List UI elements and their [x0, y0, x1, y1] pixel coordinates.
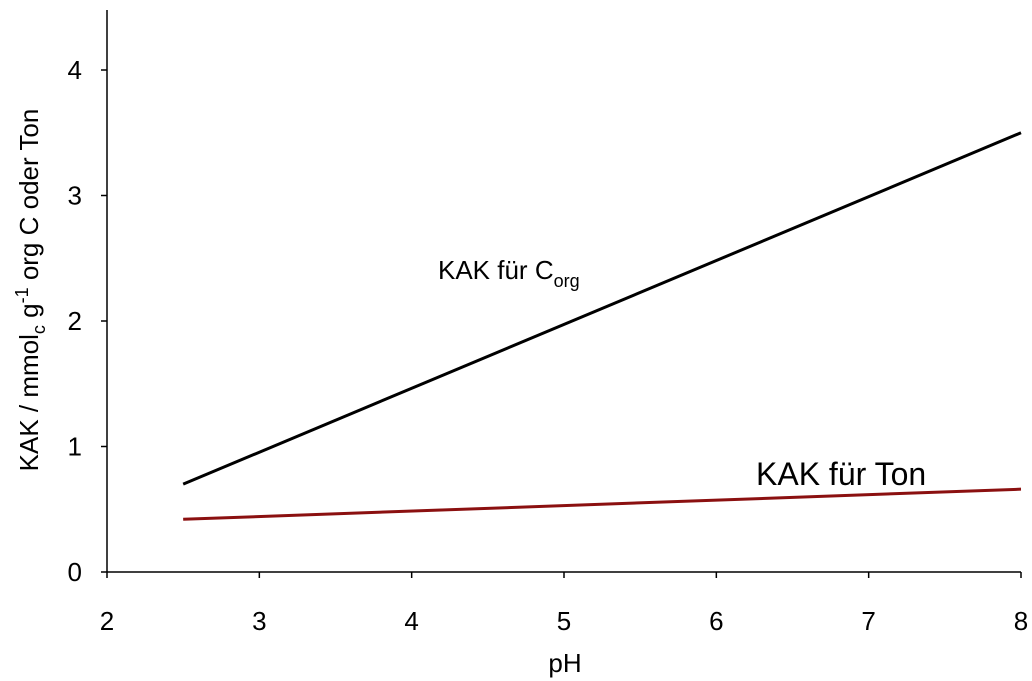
y-tick-label: 3: [68, 181, 82, 211]
series-label-corg-text: KAK für C: [438, 255, 554, 285]
y-axis-title-suffix: org C oder Ton: [14, 109, 44, 288]
x-tick-label: 3: [252, 606, 266, 636]
x-tick-label: 8: [1014, 606, 1028, 636]
y-tick-label: 4: [68, 55, 82, 85]
y-axis-title-prefix: KAK / mmol: [14, 334, 44, 471]
series-label-corg-sub: org: [554, 271, 580, 291]
y-axis-title-middle: g: [14, 303, 44, 325]
y-axis-title: KAK / mmolc g-1 org C oder Ton: [12, 109, 49, 472]
x-tick-label: 4: [404, 606, 418, 636]
x-axis-title: pH: [548, 648, 581, 678]
series-label-corg: KAK für Corg: [438, 255, 580, 291]
series-line-corg: [182, 131, 1022, 486]
x-tick-label: 7: [861, 606, 875, 636]
y-tick-label: 1: [68, 432, 82, 462]
y-axis-title-sub: c: [29, 325, 49, 334]
series-label-ton: KAK für Ton: [756, 456, 926, 492]
y-tick-label: 2: [68, 306, 82, 336]
x-tick-label: 6: [709, 606, 723, 636]
series-lines: [182, 131, 1022, 521]
y-ticks: 0 1 2 3 4: [68, 55, 107, 587]
y-tick-label: 0: [68, 557, 82, 587]
x-tick-label: 2: [100, 606, 114, 636]
x-ticks: 2 3 4 5 6 7 8: [100, 572, 1028, 636]
series-line-ton: [183, 487, 1022, 521]
x-tick-label: 5: [557, 606, 571, 636]
y-axis-title-sup: -1: [12, 287, 32, 303]
